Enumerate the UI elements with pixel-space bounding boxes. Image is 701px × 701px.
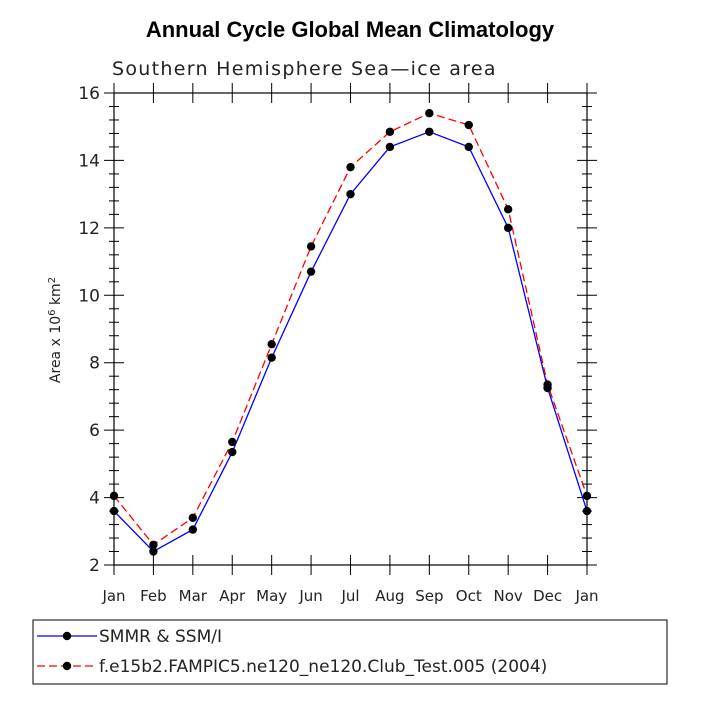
series-2-point [582, 491, 592, 501]
series-2-point [464, 120, 473, 130]
x-tick-label: May [256, 587, 287, 605]
x-tick-label: Jan [101, 587, 125, 605]
x-tick-label: Jan [574, 587, 598, 605]
series-2-point [543, 380, 552, 389]
series-1-point [109, 506, 119, 516]
series-2-point [149, 540, 158, 549]
x-tick-label: Mar [179, 587, 208, 605]
series-2-point [228, 437, 237, 447]
x-tick-label: Apr [219, 587, 246, 605]
series-1-point [228, 447, 237, 457]
y-axis-label-mid: km [48, 283, 64, 309]
series-line-2 [113, 112, 588, 546]
x-tick-label: Dec [533, 587, 562, 605]
y-tick-label: 14 [78, 151, 100, 171]
series-1-point [385, 142, 395, 152]
y-tick-label: 4 [89, 489, 100, 509]
legend-label-2: f.e15b2.FAMPIC5.ne120_ne120.Club_Test.00… [99, 657, 547, 677]
y-tick-label: 6 [89, 421, 100, 441]
y-axis-label-base: Area x 10 [48, 316, 64, 383]
x-tick-label: Feb [140, 587, 167, 605]
legend-label-1: SMMR & SSM/I [99, 627, 222, 647]
series-1-point [346, 189, 355, 199]
series-1-point [149, 547, 158, 556]
series-2-point [188, 513, 198, 522]
series-2-point [385, 127, 395, 136]
series-2-point [267, 339, 276, 349]
series-1-point [582, 506, 592, 516]
x-tick-label: Jul [340, 587, 359, 605]
x-tick-label: Aug [375, 587, 404, 605]
series-2-point [109, 491, 119, 501]
y-tick-label: 8 [89, 354, 100, 374]
legend-marker-1 [62, 631, 72, 641]
y-axis-label-exp1: 6 [47, 309, 58, 315]
series-1-point [464, 142, 473, 152]
y-tick-label: 16 [78, 84, 100, 104]
y-tick-label: 12 [78, 219, 100, 239]
series-1-point [503, 223, 513, 233]
x-tick-label: Nov [494, 587, 523, 605]
series-2-point [306, 242, 316, 251]
x-tick-label: Sep [415, 587, 443, 605]
legend-box [32, 619, 668, 685]
y-tick-label: 10 [78, 286, 100, 306]
series-1-point [188, 525, 198, 534]
series-1-point [425, 127, 434, 136]
series-2-point [346, 162, 355, 172]
series-1-point [306, 267, 316, 276]
legend-marker-2 [62, 661, 72, 671]
plot-area: 2 4 6 8 10 12 14 16 Jan Feb Mar Apr May Jun Jul Aug Sep O… [78, 83, 599, 605]
x-tick-label: Oct [456, 587, 482, 605]
series-2-point [503, 205, 513, 214]
legend: SMMR & SSM/I f.e15b2.FAMPIC5.ne120_ne120.… [32, 619, 668, 685]
chart-subtitle: Southern Hemisphere Sea—ice area [112, 58, 497, 80]
series-2-point [425, 109, 434, 118]
chart-title: Annual Cycle Global Mean Climatology [146, 17, 555, 42]
series-1-point [267, 353, 276, 362]
y-axis-label-exp2: 2 [47, 277, 58, 283]
x-tick-label: Jun [298, 587, 322, 605]
y-axis-label: Area x 106 km2 [47, 277, 65, 383]
y-tick-label: 2 [89, 556, 100, 576]
